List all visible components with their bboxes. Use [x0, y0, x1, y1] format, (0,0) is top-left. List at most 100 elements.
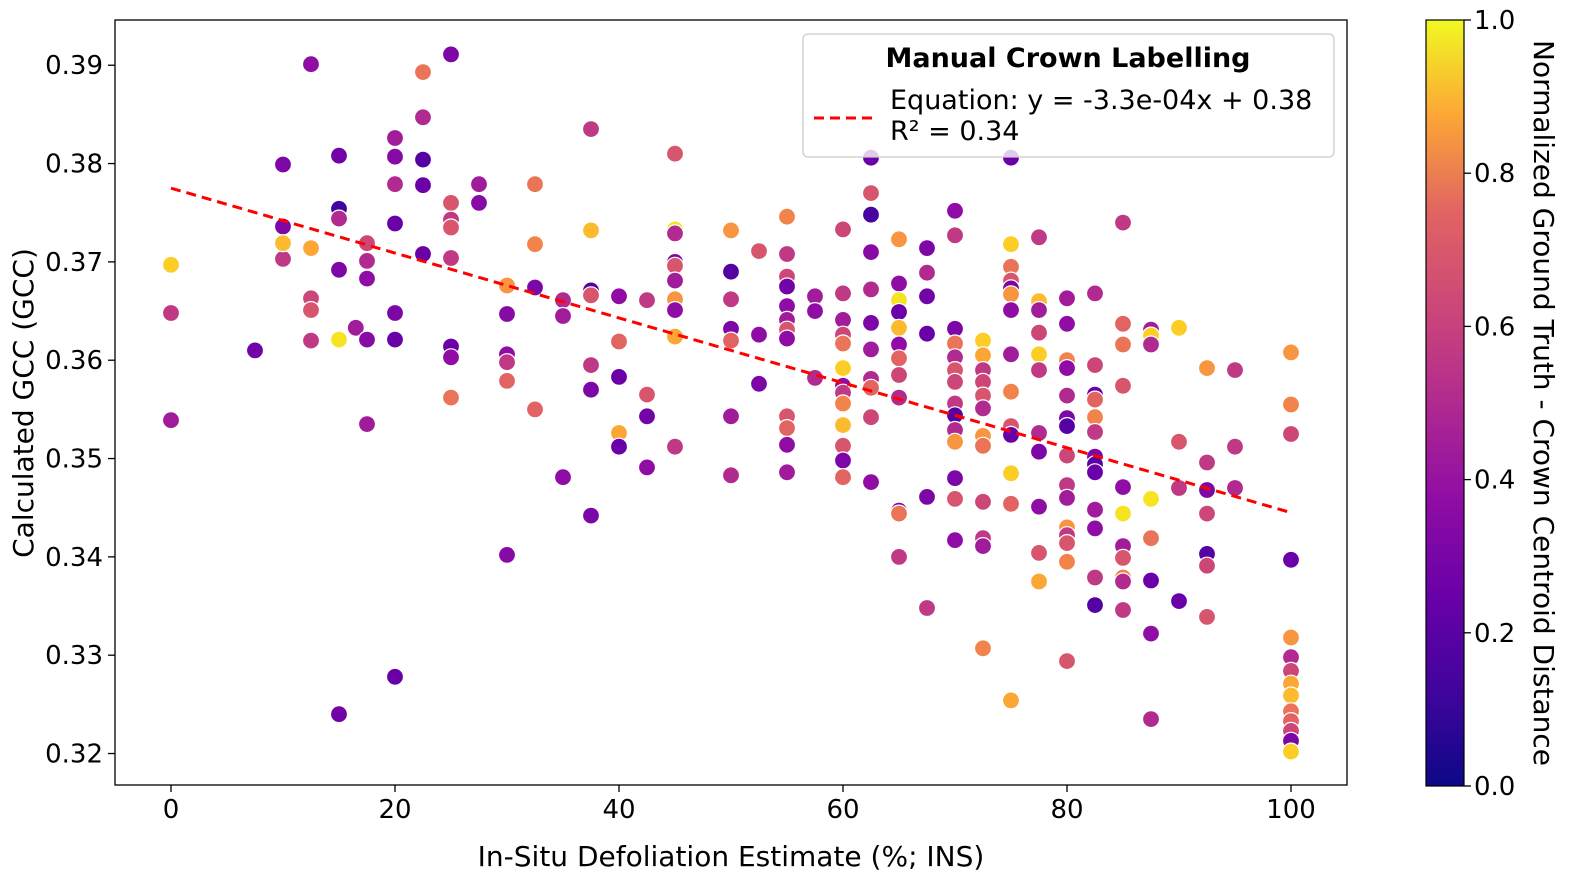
data-point — [1001, 345, 1021, 364]
data-point — [1085, 500, 1105, 519]
data-point — [581, 221, 601, 240]
data-point — [469, 193, 489, 212]
data-point — [889, 504, 909, 523]
data-point — [1001, 285, 1021, 304]
data-point — [1029, 323, 1049, 342]
data-point — [1029, 228, 1049, 247]
data-point — [1113, 548, 1133, 568]
data-point — [1169, 478, 1189, 498]
data-point — [357, 415, 377, 434]
data-point — [833, 334, 853, 353]
data-point — [553, 468, 573, 487]
data-point — [917, 263, 937, 282]
data-point — [1001, 382, 1021, 401]
data-point — [441, 218, 461, 237]
data-point — [777, 463, 797, 482]
data-point — [1197, 453, 1217, 472]
y-tick-label: 0.39 — [45, 51, 103, 81]
data-point — [1001, 301, 1021, 320]
data-point — [441, 348, 461, 367]
data-point — [1281, 686, 1301, 705]
data-point — [1057, 417, 1077, 436]
data-point — [413, 62, 433, 82]
data-point — [1029, 442, 1049, 461]
data-point — [861, 205, 881, 224]
data-point — [525, 235, 545, 254]
data-point — [385, 128, 405, 148]
data-point — [861, 408, 881, 427]
x-axis-label: In-Situ Defoliation Estimate (%; INS) — [478, 840, 985, 873]
data-point — [777, 419, 797, 438]
x-tick-label: 0 — [163, 795, 180, 825]
data-point — [1113, 335, 1133, 354]
y-tick-label: 0.38 — [45, 150, 103, 180]
data-point — [1281, 343, 1301, 362]
data-point — [609, 367, 629, 386]
data-point — [1113, 376, 1133, 395]
data-point — [665, 144, 685, 163]
data-point — [385, 330, 405, 349]
data-point — [1197, 504, 1217, 523]
data-point — [721, 221, 741, 240]
data-point — [1057, 314, 1077, 333]
data-point — [1141, 624, 1161, 643]
data-point — [721, 262, 741, 281]
data-point — [441, 388, 461, 407]
data-point — [273, 249, 293, 268]
y-tick-label: 0.35 — [45, 445, 103, 475]
colorbar-gradient — [1425, 19, 1465, 787]
data-point — [1225, 437, 1245, 456]
data-point — [1085, 356, 1105, 375]
data-point — [1001, 235, 1021, 254]
data-point — [945, 432, 965, 451]
data-point — [861, 378, 881, 397]
data-point — [777, 435, 797, 454]
data-point — [609, 287, 629, 306]
data-point — [833, 451, 853, 470]
data-point — [273, 234, 293, 253]
data-point — [945, 489, 965, 508]
data-point — [1029, 543, 1049, 563]
data-point — [581, 120, 601, 139]
data-point — [665, 271, 685, 290]
data-point — [1085, 284, 1105, 303]
data-point — [1029, 361, 1049, 380]
data-point — [1141, 489, 1161, 508]
legend-box — [802, 33, 1335, 158]
data-point — [581, 286, 601, 305]
data-point — [413, 108, 433, 127]
x-tick-label: 100 — [1266, 795, 1316, 825]
data-point — [917, 239, 937, 258]
data-point — [777, 277, 797, 296]
data-point — [301, 331, 321, 350]
data-point — [833, 416, 853, 435]
data-point — [1029, 345, 1049, 364]
data-point — [889, 349, 909, 368]
data-point — [273, 155, 293, 174]
data-point — [525, 175, 545, 194]
data-point — [973, 536, 993, 556]
data-point — [1281, 424, 1301, 444]
x-tick-label: 40 — [602, 795, 635, 825]
data-point — [1141, 709, 1161, 729]
data-point — [525, 278, 545, 297]
data-point — [1029, 301, 1049, 320]
data-point — [1113, 504, 1133, 523]
data-point — [945, 469, 965, 488]
colorbar-tick-label: 0.2 — [1474, 619, 1515, 649]
data-point — [609, 437, 629, 456]
data-point — [861, 280, 881, 299]
data-point — [497, 353, 517, 372]
data-point — [385, 214, 405, 233]
regression-line — [170, 186, 1292, 515]
data-point — [357, 330, 377, 349]
colorbar-ticks: 0.0 0.2 0.4 0.6 0.8 1.0 — [1464, 6, 1515, 802]
data-point — [1001, 691, 1021, 710]
data-point — [889, 274, 909, 293]
data-point — [301, 301, 321, 320]
data-point — [945, 201, 965, 220]
data-point — [861, 340, 881, 359]
data-point — [497, 545, 517, 565]
colorbar: 0.0 0.2 0.4 0.6 0.8 1.0 Normalized Ground Tru… — [1425, 6, 1560, 802]
data-point — [329, 260, 349, 279]
